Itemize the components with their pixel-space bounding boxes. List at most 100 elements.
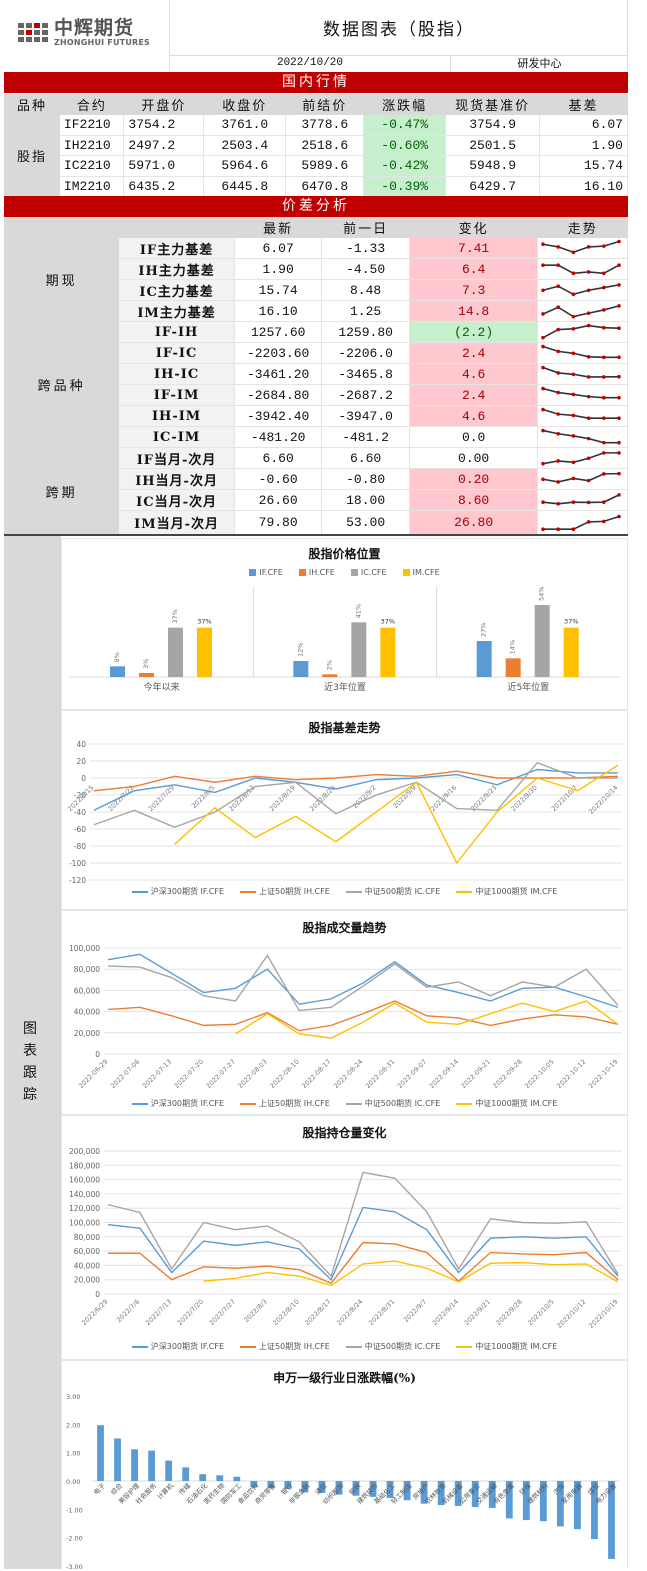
sparkline-icon <box>541 345 622 360</box>
sparkline-icon <box>541 514 622 531</box>
svg-text:2022-10-05: 2022-10-05 <box>523 1058 555 1090</box>
table-row: IH-IM -3942.40 -3947.0 4.6 <box>4 405 628 428</box>
svg-text:2022-07-27: 2022-07-27 <box>205 1058 237 1090</box>
table-row: IM当月-次月 79.80 53.00 26.80 <box>4 510 628 536</box>
chart-legend: 沪深300期货 IF.CFE 上证50期货 IH.CFE 中证500期货 IC.CF… <box>62 886 627 897</box>
contract-cell: IF2210 <box>59 114 125 136</box>
basis-trend-chart: 股指基差走势 40 20 0 -20 -40 -60 -80 -100 -120 2022/7/1… <box>61 710 628 910</box>
prev-settle-cell: 3778.6 <box>285 114 365 136</box>
logo-english-name: ZHONGHUI FUTURES <box>54 38 151 47</box>
svg-text:200,000: 200,000 <box>69 1147 100 1156</box>
open-interest-lines: 200,000 180,000 160,000 140,000 120,000 100,0… <box>69 1147 622 1330</box>
svg-text:2022-08-10: 2022-08-10 <box>268 1058 300 1090</box>
legend-item: 中证500期货 IC.CFE <box>345 886 440 897</box>
previous-cell: 1.25 <box>321 300 410 323</box>
svg-text:20: 20 <box>76 757 86 766</box>
svg-text:近3年位置: 近3年位置 <box>324 681 366 693</box>
table-row: IC当月-次月 26.60 18.00 8.60 <box>4 489 628 512</box>
svg-text:今年以来: 今年以来 <box>144 681 180 693</box>
change-cell: 2.4 <box>409 384 539 407</box>
sparkline-icon <box>541 324 622 340</box>
sparkline-icon <box>541 366 622 380</box>
legend-item: 上证50期货 IH.CFE <box>240 1341 330 1352</box>
svg-text:60,000: 60,000 <box>74 986 100 995</box>
svg-text:20,000: 20,000 <box>74 1029 100 1038</box>
legend-item: 上证50期货 IH.CFE <box>240 886 330 897</box>
basis-cell: 15.74 <box>539 155 628 177</box>
open-interest-chart: 股指持仓量变化 200,000 180,000 160,000 140,000 120,… <box>61 1115 628 1360</box>
sparkline-icon <box>541 283 622 297</box>
svg-text:100,000: 100,000 <box>69 944 100 953</box>
trend-cell <box>537 489 628 512</box>
svg-text:0: 0 <box>81 774 86 783</box>
price-position-chart: 股指价格位置 IF.CFE IH.CFE IC.CFE IM.CFE 8% 3% 37% 3… <box>61 538 628 710</box>
spread-label: IF主力基差 <box>119 238 235 260</box>
open-cell: 2497.2 <box>123 135 205 156</box>
sparkline-icon <box>541 451 622 466</box>
chart-title: 股指持仓量变化 <box>302 1126 387 1140</box>
previous-cell: 8.48 <box>321 279 410 302</box>
latest-cell: 6.07 <box>234 238 323 260</box>
logo-mark-icon <box>18 23 48 42</box>
sparkline-icon <box>541 304 622 319</box>
chart-title: 申万一级行业日涨跌幅(%) <box>273 1371 416 1385</box>
legend-swatch-icon <box>350 569 358 576</box>
svg-text:2022/8/31: 2022/8/31 <box>367 1298 396 1327</box>
latest-cell: 15.74 <box>234 279 323 302</box>
group-label: 跨品种 <box>4 321 120 448</box>
close-cell: 3761.0 <box>203 114 287 136</box>
svg-text:2022-09-07: 2022-09-07 <box>396 1058 428 1090</box>
previous-cell: -3947.0 <box>321 405 410 428</box>
svg-text:2022/9/23: 2022/9/23 <box>469 784 498 813</box>
chart-tracking-sidebar <box>4 536 61 1569</box>
basis-cell: 6.07 <box>539 114 628 136</box>
svg-text:2022/6/29: 2022/6/29 <box>80 1298 109 1327</box>
spread-analysis-table: 最新 前一日 变化 走势 期现 IF主力基差 6.07 -1.33 7.41 IH主力基差… <box>4 217 628 536</box>
chart-tracking-label: 图表跟踪 <box>23 1021 37 1103</box>
svg-text:2022-09-28: 2022-09-28 <box>491 1058 523 1090</box>
previous-cell: -0.80 <box>321 468 410 491</box>
chart-title: 股指价格位置 <box>308 547 381 561</box>
svg-text:2022/10/5: 2022/10/5 <box>526 1298 555 1327</box>
svg-text:2022/7/13: 2022/7/13 <box>144 1298 173 1327</box>
table-row: IH当月-次月 -0.60 -0.80 0.20 <box>4 468 628 491</box>
svg-text:2022/7/27: 2022/7/27 <box>208 1298 237 1327</box>
svg-text:计算机: 计算机 <box>155 1481 176 1502</box>
svg-text:180,000: 180,000 <box>69 1161 100 1170</box>
sparkline-icon <box>541 472 622 485</box>
latest-cell: 1257.60 <box>234 321 323 344</box>
previous-cell: -2206.0 <box>321 342 410 365</box>
open-cell: 3754.2 <box>123 114 205 136</box>
sparkline-icon <box>541 429 622 445</box>
change-pct-cell: -0.60% <box>363 135 447 156</box>
report-header: 中辉期货 ZHONGHUI FUTURES 数据图表（股指） 2022/10/2… <box>4 0 628 71</box>
page-title: 数据图表（股指） <box>169 0 628 56</box>
close-cell: 6445.8 <box>203 176 287 197</box>
svg-text:2022/8/5: 2022/8/5 <box>190 784 216 810</box>
legend-swatch-icon <box>456 890 473 893</box>
spread-label: IF-IM <box>119 384 235 407</box>
svg-text:8%: 8% <box>113 652 121 662</box>
svg-text:2022-07-06: 2022-07-06 <box>109 1058 141 1090</box>
spot-cell: 6429.7 <box>445 176 541 197</box>
svg-text:80,000: 80,000 <box>74 965 100 974</box>
close-cell: 2503.4 <box>203 135 287 156</box>
svg-text:2%: 2% <box>325 660 333 670</box>
prev-settle-cell: 2518.6 <box>285 135 365 156</box>
table-row: IM2210 6435.2 6445.8 6470.8 -0.39% 6429.7 16.1… <box>4 176 628 197</box>
trend-cell <box>537 468 628 491</box>
svg-text:37%: 37% <box>564 618 578 626</box>
svg-text:100,000: 100,000 <box>69 1219 100 1228</box>
chart-title: 股指基差走势 <box>308 721 381 735</box>
svg-text:近5年位置: 近5年位置 <box>507 681 549 693</box>
sparkline-icon <box>541 239 622 255</box>
change-cell: 0.0 <box>409 426 539 449</box>
legend-swatch-icon <box>131 1102 148 1105</box>
trend-cell <box>537 238 628 260</box>
svg-text:0: 0 <box>95 1050 100 1059</box>
report-date: 2022/10/20 <box>170 56 451 71</box>
spread-label: IF当月-次月 <box>119 447 235 470</box>
table-header-row: 品种 合约 开盘价 收盘价 前结价 涨跌幅 现货基准价 基差 <box>4 94 628 115</box>
prev-settle-cell: 6470.8 <box>285 176 365 197</box>
svg-text:12%: 12% <box>296 643 304 657</box>
